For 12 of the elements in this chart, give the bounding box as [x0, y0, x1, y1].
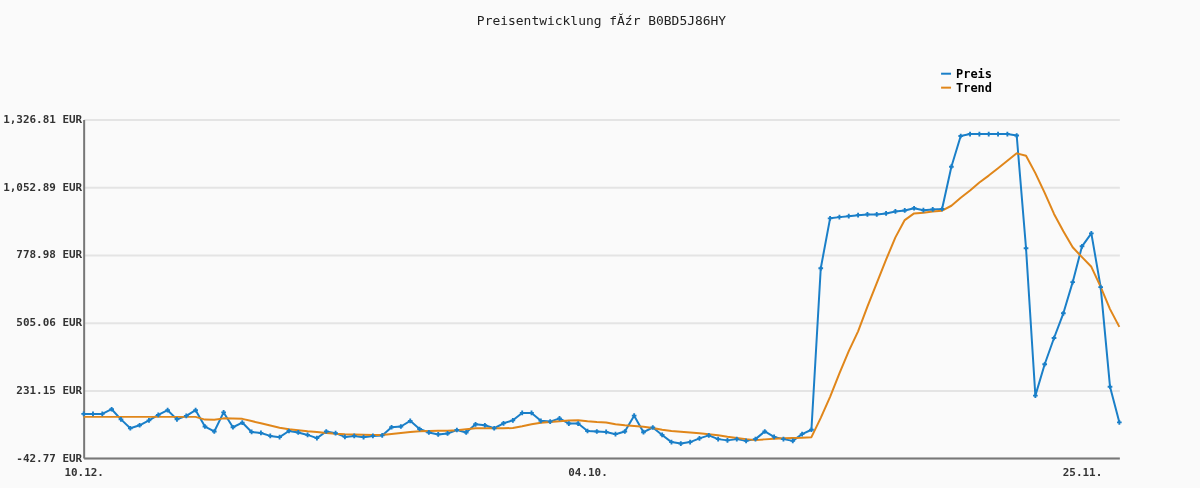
chart-title: Preisentwicklung fĂźr B0BD5J86HY: [476, 12, 727, 28]
x-tick-label: 25.11.: [1062, 465, 1103, 479]
y-tick-label: 1,052.89 EUR: [3, 180, 83, 194]
y-tick-label: 231.15 EUR: [16, 383, 83, 397]
y-tick-label: 1,326.81 EUR: [3, 113, 83, 126]
y-tick-label: 505.06 EUR: [16, 316, 83, 330]
y-tick-label: -42.77 EUR: [16, 451, 83, 465]
legend-label: Preis: [956, 66, 992, 81]
legend-label: Trend: [956, 80, 992, 95]
x-tick-label: 04.10.: [568, 465, 608, 479]
x-tick-label: 10.12.: [64, 465, 104, 479]
y-tick-label: 778.98 EUR: [16, 248, 83, 262]
